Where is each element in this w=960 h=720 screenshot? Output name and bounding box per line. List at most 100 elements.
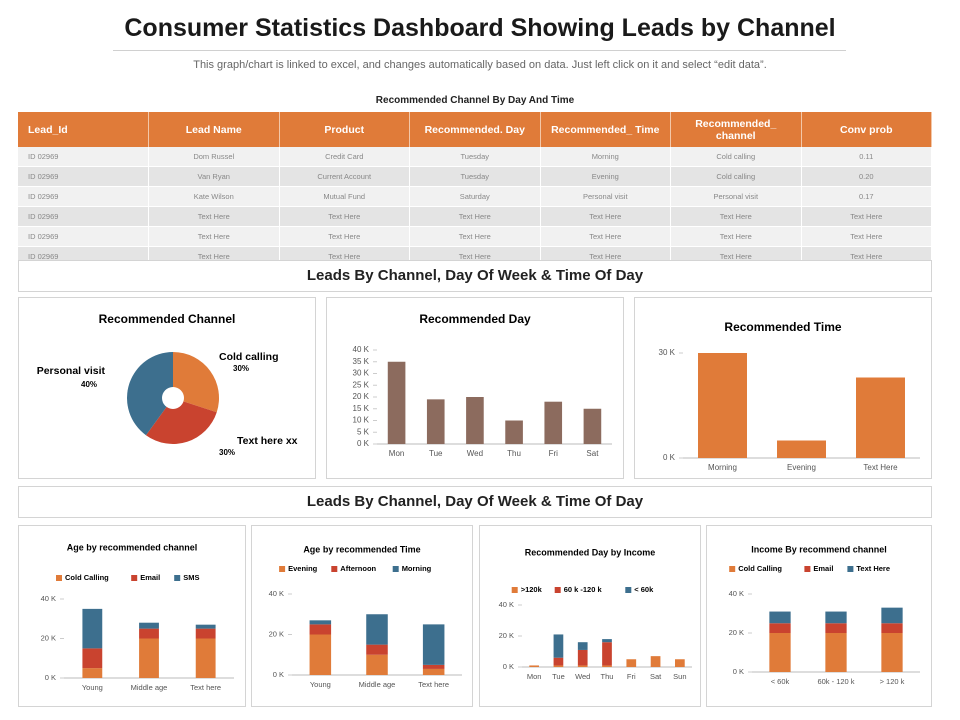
chart-panel: Recommended Day by Income 0 K 20 K 40 K Mon T… — [479, 525, 701, 707]
chart: Income By recommend channel 0 K 20 K 40 K < … — [729, 544, 920, 686]
x-tick-label: Wed — [467, 449, 483, 458]
legend-swatch — [729, 566, 736, 572]
legend-swatch — [511, 587, 518, 593]
table-cell: Kate Wilson — [148, 186, 280, 207]
bar-segment — [195, 628, 216, 639]
bar-segment — [675, 659, 685, 667]
x-tick-label: Text Here — [863, 463, 898, 472]
x-tick-label: 60k - 120 k — [817, 677, 854, 686]
table-cell: Evening — [540, 166, 671, 187]
legend-swatch — [56, 575, 62, 581]
y-tick-label: 30 K — [353, 369, 370, 378]
bar-segment — [366, 644, 388, 655]
bar-segment — [195, 638, 216, 678]
bar-segment — [825, 633, 847, 672]
legend-label: >120k — [521, 585, 543, 594]
bar-segment — [602, 665, 612, 667]
x-tick-label: Young — [310, 680, 331, 689]
x-tick-label: Middle age — [359, 680, 396, 689]
bar-segment — [553, 634, 564, 658]
x-tick-label: Sat — [650, 672, 662, 681]
table-cell: Text Here — [670, 206, 802, 227]
y-tick-label: 0 K — [663, 453, 676, 462]
bar-segment — [881, 607, 903, 624]
legend-label: Email — [813, 564, 833, 573]
bar-segment — [82, 648, 103, 669]
table-row: ID 02969 Van Ryan Current Account Tuesday Ev… — [18, 166, 932, 187]
y-tick-label: 0 K — [733, 667, 744, 676]
bar-segment — [82, 608, 103, 649]
bar-segment — [553, 665, 564, 667]
legend-label: 60 k -120 k — [564, 585, 603, 594]
column-header: Recommended_ channel — [670, 112, 802, 147]
column-header: Recommended. Day — [409, 112, 541, 147]
legend-swatch — [331, 566, 338, 572]
bar-segment — [309, 624, 332, 635]
x-tick-label: Text here — [418, 680, 449, 689]
pie-slice — [173, 352, 219, 413]
chart: Recommended Time 0 K 30 K Morning Evening Tex… — [659, 320, 920, 472]
table-cell: Text Here — [409, 206, 541, 227]
chart: Recommended Day 0 K 5 K 10 K 15 K 20 K 25 K 30 … — [353, 312, 612, 458]
bar-segment — [881, 633, 903, 672]
y-tick-label: 20 K — [41, 633, 56, 642]
table-cell: Tuesday — [409, 147, 541, 167]
x-tick-label: Fri — [549, 449, 559, 458]
y-tick-label: 40 K — [269, 589, 284, 598]
bar-segment — [309, 620, 332, 625]
y-tick-label: 0 K — [273, 670, 284, 679]
legend-swatch — [847, 566, 854, 572]
page-title: Consumer Statistics Dashboard Showing Le… — [124, 14, 836, 42]
bar-segment — [366, 614, 388, 645]
slice-label: Personal visit — [37, 365, 106, 377]
chart-panel: Age by recommended Time 0 K 20 K 40 K Young M… — [251, 525, 473, 707]
table-cell: 0.20 — [801, 166, 932, 187]
bar-segment — [139, 622, 159, 629]
x-tick-label: Text here — [190, 683, 221, 692]
chart-title: Recommended Day by Income — [525, 547, 656, 557]
bar — [426, 399, 445, 444]
x-tick-label: Wed — [575, 672, 590, 681]
legend-label: Cold Calling — [65, 573, 109, 582]
y-tick-label: 0 K — [503, 662, 514, 671]
x-tick-label: Morning — [708, 463, 737, 472]
y-tick-label: 20 K — [729, 628, 744, 637]
table-cell: 0.11 — [801, 147, 932, 167]
chart-title: Recommended Day — [419, 312, 531, 326]
legend-label: SMS — [183, 573, 199, 582]
table-cell: Tuesday — [409, 166, 541, 187]
y-tick-label: 20 K — [353, 392, 370, 401]
x-tick-label: Young — [82, 683, 103, 692]
legend-label: Cold Calling — [738, 564, 782, 573]
legend-swatch — [392, 566, 399, 572]
bar-segment — [422, 624, 445, 665]
slice-label: Text here xx — [237, 435, 298, 447]
chart-panel: Age by recommended channel 0 K 20 K 40 K You… — [18, 525, 246, 707]
y-tick-label: 20 K — [499, 631, 514, 640]
leads-table: Lead_Id Lead Name Product Recommended. Day R… — [18, 112, 932, 267]
x-tick-label: > 120 k — [880, 677, 905, 686]
x-tick-label: Thu — [507, 449, 521, 458]
table-row: ID 02969 Text Here Text Here Text Here Text … — [18, 226, 932, 247]
column-header: Lead Name — [148, 112, 280, 147]
bar-segment — [881, 623, 903, 633]
chart: Recommended Day by Income 0 K 20 K 40 K Mon T… — [499, 547, 692, 681]
table-row: ID 02969 Kate Wilson Mutual Fund Saturday Pe… — [18, 186, 932, 207]
chart-title: Age by recommended Time — [303, 544, 420, 554]
bar — [856, 377, 905, 458]
chart-title: Recommended Channel — [99, 312, 236, 326]
bar-segment — [650, 656, 661, 667]
bar-segment — [139, 638, 159, 678]
slice-label: Cold calling — [219, 351, 279, 363]
table-cell: Dom Russel — [148, 147, 280, 167]
bar — [466, 397, 484, 444]
slice-value: 40% — [81, 380, 97, 389]
table-cell: Morning — [540, 147, 671, 167]
table-cell: Text Here — [540, 206, 671, 227]
table-cell: Text Here — [670, 226, 802, 247]
table-cell: Text Here — [279, 226, 410, 247]
legend-swatch — [174, 575, 181, 581]
bar-segment — [195, 624, 216, 629]
legend-label: Afternoon — [340, 564, 376, 573]
